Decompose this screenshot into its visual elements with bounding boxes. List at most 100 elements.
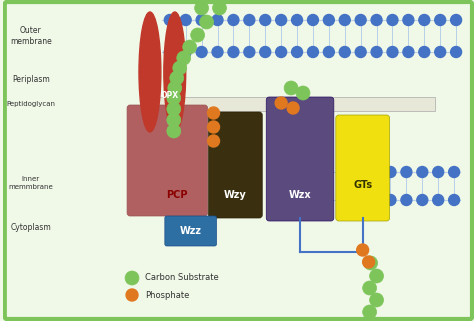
Circle shape — [166, 195, 177, 205]
Text: Phosphate: Phosphate — [145, 291, 189, 299]
Circle shape — [385, 195, 396, 205]
Circle shape — [164, 14, 175, 25]
Circle shape — [125, 271, 139, 285]
Circle shape — [244, 14, 255, 25]
Circle shape — [435, 47, 446, 57]
Circle shape — [212, 47, 223, 57]
Circle shape — [369, 195, 380, 205]
Circle shape — [166, 167, 177, 178]
Circle shape — [387, 14, 398, 25]
Circle shape — [387, 47, 398, 57]
Circle shape — [385, 167, 396, 178]
Circle shape — [403, 14, 414, 25]
Circle shape — [419, 14, 430, 25]
Text: GTs: GTs — [353, 180, 372, 190]
Circle shape — [433, 167, 444, 178]
Circle shape — [363, 281, 376, 295]
Circle shape — [339, 47, 350, 57]
Circle shape — [435, 14, 446, 25]
Circle shape — [403, 47, 414, 57]
Circle shape — [173, 61, 187, 75]
Circle shape — [177, 51, 191, 65]
Circle shape — [208, 107, 219, 119]
Circle shape — [296, 86, 310, 100]
Circle shape — [244, 47, 255, 57]
Circle shape — [419, 47, 430, 57]
FancyBboxPatch shape — [5, 2, 472, 319]
Circle shape — [150, 167, 161, 178]
Circle shape — [339, 14, 350, 25]
Text: Wzz: Wzz — [180, 226, 201, 236]
Circle shape — [126, 289, 138, 301]
Circle shape — [308, 14, 319, 25]
Circle shape — [168, 81, 182, 95]
Circle shape — [292, 14, 302, 25]
Circle shape — [321, 195, 332, 205]
Circle shape — [135, 167, 146, 178]
Text: OPX: OPX — [161, 91, 179, 100]
Circle shape — [200, 15, 214, 29]
Circle shape — [370, 293, 383, 307]
Circle shape — [228, 14, 239, 25]
Circle shape — [196, 47, 207, 57]
Circle shape — [167, 113, 181, 127]
Circle shape — [212, 14, 223, 25]
Text: PCP: PCP — [166, 190, 188, 200]
Circle shape — [433, 195, 444, 205]
FancyBboxPatch shape — [209, 112, 262, 218]
Circle shape — [260, 14, 271, 25]
Circle shape — [276, 47, 287, 57]
Circle shape — [363, 256, 374, 268]
Circle shape — [371, 14, 382, 25]
FancyBboxPatch shape — [266, 97, 334, 221]
Text: Wzx: Wzx — [289, 190, 311, 200]
Text: Periplasm: Periplasm — [12, 75, 49, 84]
Circle shape — [287, 102, 299, 114]
Circle shape — [183, 40, 197, 54]
Circle shape — [353, 195, 364, 205]
Circle shape — [228, 47, 239, 57]
Circle shape — [212, 1, 227, 15]
Circle shape — [401, 195, 412, 205]
FancyBboxPatch shape — [152, 97, 435, 111]
FancyBboxPatch shape — [165, 216, 217, 246]
Circle shape — [167, 124, 181, 138]
Circle shape — [451, 14, 462, 25]
Circle shape — [357, 244, 369, 256]
Circle shape — [321, 167, 332, 178]
Circle shape — [208, 121, 219, 133]
Circle shape — [180, 14, 191, 25]
Ellipse shape — [164, 12, 186, 132]
Circle shape — [417, 195, 428, 205]
Circle shape — [167, 91, 181, 105]
Circle shape — [196, 14, 207, 25]
Circle shape — [401, 167, 412, 178]
Text: Cytoplasm: Cytoplasm — [10, 223, 51, 232]
Text: Carbon Substrate: Carbon Substrate — [145, 273, 219, 282]
Circle shape — [191, 28, 205, 42]
Circle shape — [170, 71, 184, 85]
Circle shape — [208, 135, 219, 147]
Circle shape — [355, 47, 366, 57]
Text: Wzy: Wzy — [224, 190, 247, 200]
Circle shape — [353, 167, 364, 178]
Circle shape — [364, 256, 378, 270]
Text: Peptidoglycan: Peptidoglycan — [6, 101, 55, 107]
Circle shape — [135, 195, 146, 205]
Circle shape — [323, 47, 334, 57]
Circle shape — [323, 14, 334, 25]
Circle shape — [451, 47, 462, 57]
Circle shape — [195, 1, 209, 15]
FancyBboxPatch shape — [336, 115, 390, 221]
Circle shape — [363, 305, 376, 319]
Circle shape — [167, 102, 181, 116]
Text: Outer
membrane: Outer membrane — [10, 26, 52, 46]
Circle shape — [150, 195, 161, 205]
Circle shape — [260, 47, 271, 57]
Circle shape — [337, 167, 348, 178]
Circle shape — [417, 167, 428, 178]
Circle shape — [276, 14, 287, 25]
Circle shape — [355, 14, 366, 25]
Circle shape — [449, 195, 460, 205]
Circle shape — [449, 167, 460, 178]
